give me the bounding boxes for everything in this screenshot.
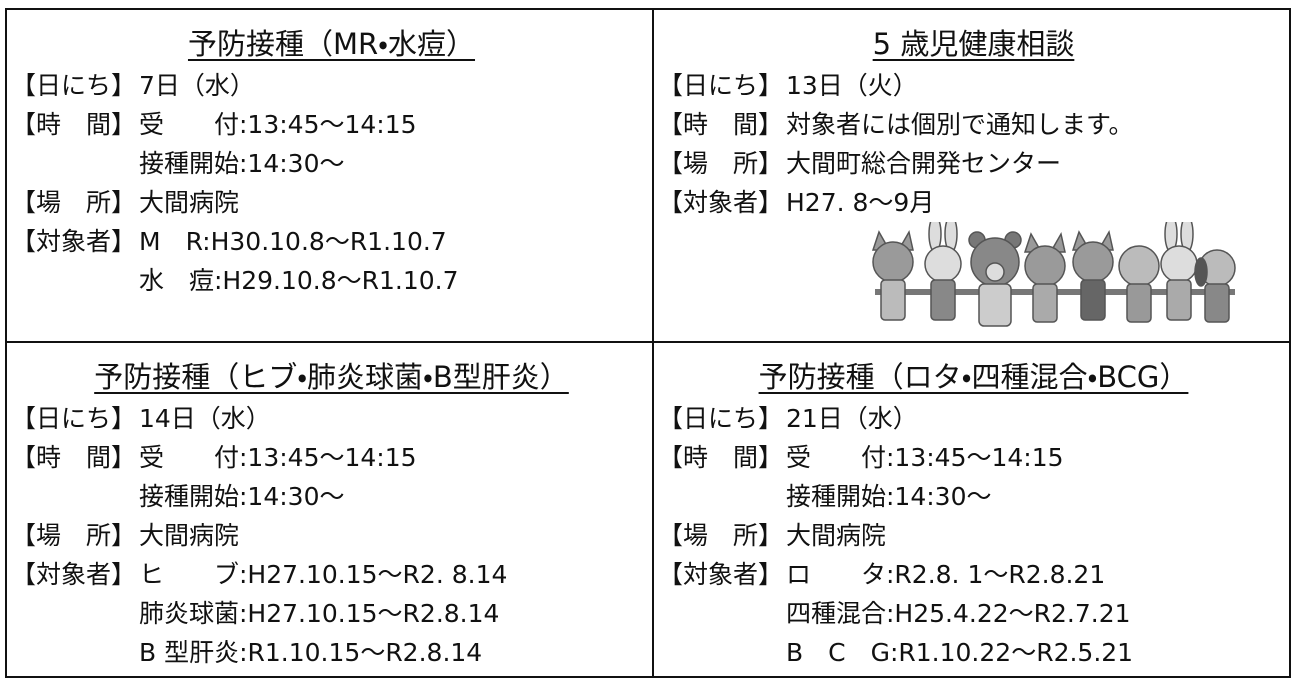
row-label: 【場 所】 bbox=[11, 188, 137, 217]
info-row: 【対象者】ロ タ:R2.8. 1～R2.8.21 四種混合:H25.4.22～R2… bbox=[658, 555, 1289, 672]
row-value: 13日（火） bbox=[786, 71, 918, 100]
info-row: 【対象者】 M R:H30.10.8～R1.10.7 水 痘:H29.10.8～R1… bbox=[11, 222, 652, 300]
row-value: 接種開始:14:30～ bbox=[786, 482, 992, 511]
row-values: M R:H30.10.8～R1.10.7 水 痘:H29.10.8～R1.10.7 bbox=[139, 222, 459, 300]
row-value: 受 付:13:45～14:15 bbox=[786, 443, 1064, 472]
row-values: 大間病院 bbox=[139, 516, 239, 555]
row-values: H27. 8～9月 bbox=[786, 183, 934, 222]
notice-cell: 予防接種（MR・水痘） 【日にち】 7日（水） 【時 間】受 付:13:45～14:1… bbox=[7, 10, 654, 343]
row-value: 大間病院 bbox=[786, 521, 887, 550]
info-row: 【日にち】 14日（水） bbox=[11, 399, 652, 438]
row-value: 大間町総合開発センター bbox=[786, 149, 1062, 178]
row-value: 受 付:13:45～14:15 bbox=[139, 443, 417, 472]
notice-cell: 5 歳児健康相談 【日にち】 13日（火） 【時 間】 対象者には個別で通知します。 【場… bbox=[654, 10, 1289, 343]
info-row: 【場 所】 大間病院 bbox=[11, 516, 652, 555]
notice-table: 予防接種（MR・水痘） 【日にち】 7日（水） 【時 間】受 付:13:45～14:1… bbox=[5, 8, 1291, 678]
notice-cell: 予防接種（ロタ・四種混合・BCG） 【日にち】 21日（水） 【時 間】受 付:13:… bbox=[654, 343, 1289, 676]
row-value: 肺炎球菌:H27.10.15～R2.8.14 bbox=[139, 599, 500, 628]
row-label: 【日にち】 bbox=[11, 71, 137, 100]
cell-title: 予防接種（ヒブ・肺炎球菌・B型肝炎） bbox=[94, 360, 569, 394]
row-label: 【場 所】 bbox=[658, 521, 784, 550]
row-value: M R:H30.10.8～R1.10.7 bbox=[139, 227, 447, 256]
info-row: 【場 所】 大間病院 bbox=[11, 183, 652, 222]
row-label: 【日にち】 bbox=[658, 71, 784, 100]
row-values: 大間病院 bbox=[139, 183, 239, 222]
info-row: 【時 間】受 付:13:45～14:15 接種開始:14:30～ bbox=[11, 105, 652, 183]
row-values: 7日（水） bbox=[139, 66, 255, 105]
row-value: 大間病院 bbox=[139, 521, 240, 550]
row-values: 13日（火） bbox=[786, 66, 918, 105]
row-label: 【対象者】 bbox=[11, 227, 137, 256]
row-label: 【時 間】 bbox=[658, 443, 784, 472]
row-label: 【対象者】 bbox=[658, 560, 784, 589]
row-values: 受 付:13:45～14:15 接種開始:14:30～ bbox=[786, 438, 1064, 516]
row-values: 対象者には個別で通知します。 bbox=[786, 105, 1134, 144]
row-values: ヒ ブ:H27.10.15～R2. 8.14 肺炎球菌:H27.10.15～R2.… bbox=[139, 555, 507, 672]
row-value: B 型肝炎:R1.10.15～R2.8.14 bbox=[139, 638, 483, 667]
info-row: 【場 所】 大間病院 bbox=[658, 516, 1289, 555]
row-label: 【時 間】 bbox=[11, 110, 137, 139]
row-value: 7日（水） bbox=[139, 71, 255, 100]
row-value: H27. 8～9月 bbox=[786, 188, 935, 217]
row-value: 対象者には個別で通知します。 bbox=[786, 110, 1134, 139]
info-row: 【時 間】受 付:13:45～14:15 接種開始:14:30～ bbox=[11, 438, 652, 516]
row-values: 受 付:13:45～14:15 接種開始:14:30～ bbox=[139, 105, 417, 183]
row-label: 【場 所】 bbox=[11, 521, 137, 550]
animal-illustration bbox=[871, 222, 1236, 327]
row-label: 【対象者】 bbox=[11, 560, 137, 589]
info-row: 【対象者】 H27. 8～9月 bbox=[658, 183, 1289, 222]
row-value: 14日（水） bbox=[139, 404, 271, 433]
row-value: ヒ ブ:H27.10.15～R2. 8.14 bbox=[139, 560, 508, 589]
row-values: 大間病院 bbox=[786, 516, 886, 555]
row-value: 四種混合:H25.4.22～R2.7.21 bbox=[786, 599, 1131, 628]
info-row: 【日にち】 7日（水） bbox=[11, 66, 652, 105]
row-label: 【時 間】 bbox=[658, 110, 784, 139]
row-value: 水 痘:H29.10.8～R1.10.7 bbox=[139, 266, 459, 295]
notice-cell: 予防接種（ヒブ・肺炎球菌・B型肝炎） 【日にち】 14日（水） 【時 間】受 付:13… bbox=[7, 343, 654, 676]
info-row: 【時 間】 対象者には個別で通知します。 bbox=[658, 105, 1289, 144]
row-value: 受 付:13:45～14:15 bbox=[139, 110, 417, 139]
row-value: 大間病院 bbox=[139, 188, 240, 217]
info-row: 【場 所】 大間町総合開発センター bbox=[658, 144, 1289, 183]
info-row: 【時 間】受 付:13:45～14:15 接種開始:14:30～ bbox=[658, 438, 1289, 516]
row-values: 14日（水） bbox=[139, 399, 271, 438]
row-value: 21日（水） bbox=[786, 404, 918, 433]
row-label: 【時 間】 bbox=[11, 443, 137, 472]
row-values: 大間町総合開発センター bbox=[786, 144, 1061, 183]
row-label: 【場 所】 bbox=[658, 149, 784, 178]
row-values: ロ タ:R2.8. 1～R2.8.21 四種混合:H25.4.22～R2.7.21… bbox=[786, 555, 1133, 672]
row-label: 【日にち】 bbox=[658, 404, 784, 433]
row-value: ロ タ:R2.8. 1～R2.8.21 bbox=[786, 560, 1106, 589]
row-label: 【日にち】 bbox=[11, 404, 137, 433]
cell-title: 5 歳児健康相談 bbox=[872, 27, 1075, 61]
row-value: 接種開始:14:30～ bbox=[139, 149, 345, 178]
row-value: 接種開始:14:30～ bbox=[139, 482, 345, 511]
row-value: B C G:R1.10.22～R2.5.21 bbox=[786, 638, 1134, 667]
row-values: 21日（水） bbox=[786, 399, 918, 438]
info-row: 【日にち】 13日（火） bbox=[658, 66, 1289, 105]
row-values: 受 付:13:45～14:15 接種開始:14:30～ bbox=[139, 438, 417, 516]
row-label: 【対象者】 bbox=[658, 188, 784, 217]
info-row: 【日にち】 21日（水） bbox=[658, 399, 1289, 438]
cell-title: 予防接種（ロタ・四種混合・BCG） bbox=[758, 360, 1189, 394]
cell-title: 予防接種（MR・水痘） bbox=[187, 27, 476, 61]
info-row: 【対象者】ヒ ブ:H27.10.15～R2. 8.14 肺炎球菌:H27.10.1… bbox=[11, 555, 652, 672]
